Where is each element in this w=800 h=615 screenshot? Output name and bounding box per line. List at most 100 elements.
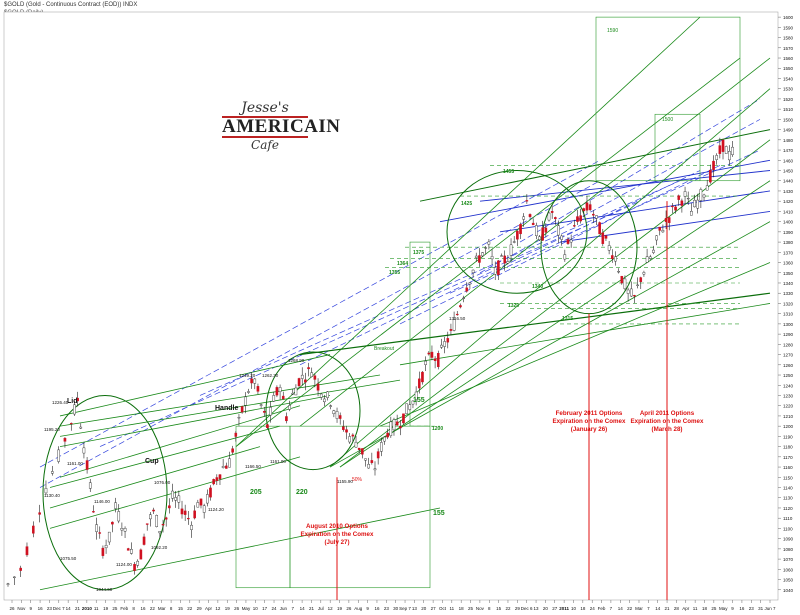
x-tick-label: 16 bbox=[38, 606, 44, 611]
y-tick-label: 1230 bbox=[783, 393, 794, 398]
candle-body bbox=[234, 432, 238, 437]
candle-body bbox=[674, 206, 677, 211]
y-tick-label: 1040 bbox=[783, 588, 794, 593]
trend-line-green bbox=[59, 405, 301, 478]
measure-1500-label: 1500 bbox=[662, 117, 673, 123]
candle-body bbox=[130, 549, 133, 554]
x-tick-label: 13 bbox=[534, 606, 540, 611]
x-tick-label: Jun 7 bbox=[764, 606, 776, 611]
aug-expiry-note: Expiration on the Comex bbox=[301, 531, 374, 538]
x-tick-label: 25 bbox=[468, 606, 474, 611]
y-tick-label: 1240 bbox=[783, 383, 794, 388]
x-tick-label: 9 bbox=[366, 606, 369, 611]
x-tick-label: 7 bbox=[291, 606, 294, 611]
candle-body bbox=[114, 502, 117, 509]
candle-body bbox=[671, 205, 674, 208]
candle-body bbox=[598, 222, 601, 235]
candle-body bbox=[85, 460, 89, 470]
trend-line-green bbox=[49, 425, 281, 488]
y-tick-label: 1440 bbox=[783, 179, 794, 184]
candle-body bbox=[655, 235, 658, 241]
candle-body bbox=[490, 256, 494, 260]
x-tick-label: 14 bbox=[655, 606, 661, 611]
candle-body bbox=[247, 391, 250, 393]
x-tick-label: 19 bbox=[103, 606, 109, 611]
candle-body bbox=[566, 239, 570, 244]
candle-body bbox=[620, 275, 624, 284]
candle-body bbox=[209, 487, 212, 498]
price-annotation: 1161.00 bbox=[270, 459, 286, 464]
candle-body bbox=[82, 447, 86, 454]
candle-body bbox=[667, 217, 671, 223]
candle-body bbox=[724, 146, 728, 154]
candle-body bbox=[104, 545, 108, 549]
candle-body bbox=[326, 391, 329, 398]
measure-box-155 bbox=[409, 241, 431, 427]
y-tick-label: 1480 bbox=[783, 138, 794, 143]
candle-body bbox=[285, 416, 288, 422]
candle-body bbox=[471, 269, 475, 273]
candle-body bbox=[196, 502, 200, 508]
candle-body bbox=[199, 498, 203, 506]
candle-body bbox=[168, 505, 171, 509]
candle-body bbox=[607, 245, 611, 251]
candle-body bbox=[576, 216, 579, 222]
candle-body bbox=[361, 448, 364, 455]
x-tick-label: 9 bbox=[731, 606, 734, 611]
x-tick-label: 18 bbox=[702, 606, 708, 611]
candle-body bbox=[525, 200, 529, 202]
candle-body bbox=[364, 458, 367, 461]
measure-155b-label: 155 bbox=[433, 510, 445, 517]
y-tick-label: 1560 bbox=[783, 56, 794, 61]
x-tick-label: Oct bbox=[439, 606, 447, 611]
candle-body bbox=[519, 224, 522, 235]
x-tick-label: 30 bbox=[393, 606, 399, 611]
candle-body bbox=[6, 583, 10, 585]
y-tick-label: 1590 bbox=[783, 25, 794, 30]
y-tick-label: 1070 bbox=[783, 557, 794, 562]
candle-body bbox=[516, 230, 519, 240]
measure-205-label: 205 bbox=[250, 489, 262, 496]
x-tick-label: 28 bbox=[674, 606, 680, 611]
x-tick-label: 14 bbox=[66, 606, 72, 611]
candle-body bbox=[462, 297, 465, 299]
candle-body bbox=[338, 415, 342, 419]
trend-line-blue bbox=[39, 180, 601, 488]
aug-expiry-note: (July 27) bbox=[324, 539, 349, 546]
candle-body bbox=[588, 204, 592, 211]
price-annotation: 1075.50 bbox=[60, 556, 77, 561]
y-tick-label: 1170 bbox=[783, 455, 793, 460]
y-tick-label: 1110 bbox=[783, 516, 793, 521]
x-tick-label: 19 bbox=[225, 606, 231, 611]
y-tick-label: 1340 bbox=[783, 281, 794, 286]
y-tick-label: 1410 bbox=[783, 209, 794, 214]
price-annotation: 1124.00 bbox=[116, 562, 132, 567]
x-tick-label: 9 bbox=[29, 606, 32, 611]
y-tick-label: 1400 bbox=[783, 220, 794, 225]
x-tick-label: Dec 6 bbox=[521, 606, 533, 611]
candle-body bbox=[690, 211, 693, 216]
price-annotation: 1166.50 bbox=[245, 464, 261, 469]
trend-line-green bbox=[59, 374, 381, 427]
candle-body bbox=[243, 396, 247, 406]
y-tick-label: 1470 bbox=[783, 148, 794, 153]
candle-body bbox=[342, 426, 345, 430]
candle-body bbox=[474, 255, 478, 258]
candle-body bbox=[313, 375, 317, 380]
x-tick-label: Feb bbox=[598, 606, 606, 611]
level-label: 1375 bbox=[413, 250, 424, 256]
candle-body bbox=[32, 525, 35, 534]
level-label: 1355 bbox=[389, 270, 400, 276]
level-label: 1455 bbox=[503, 169, 514, 175]
candle-body bbox=[573, 225, 576, 227]
candle-body bbox=[427, 352, 431, 355]
candle-body bbox=[389, 421, 393, 437]
x-tick-label: 27 bbox=[552, 606, 558, 611]
price-annotation: 1226.40 bbox=[52, 400, 69, 405]
x-tick-label: 27 bbox=[431, 606, 437, 611]
y-tick-label: 1260 bbox=[783, 363, 794, 368]
breakout-label: Breakout bbox=[374, 346, 395, 352]
x-tick-label: 24 bbox=[272, 606, 278, 611]
candle-body bbox=[237, 416, 241, 419]
candle-body bbox=[323, 398, 326, 403]
